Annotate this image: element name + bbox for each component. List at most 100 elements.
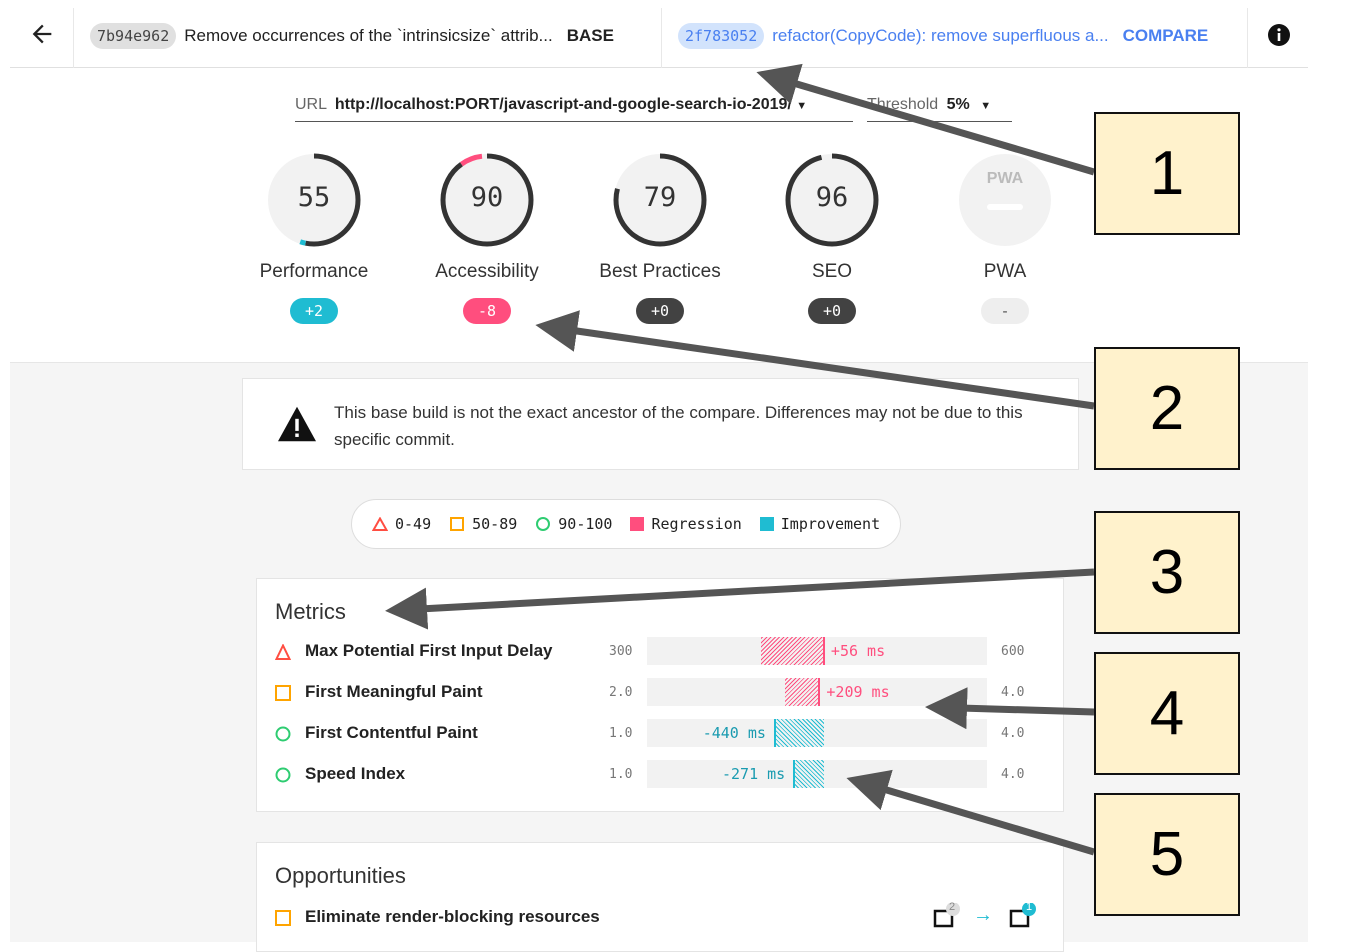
arrow-left-icon (32, 24, 52, 44)
gauge-label: Best Practices (599, 261, 721, 282)
gauge-ring (613, 153, 707, 247)
metric-track: +56 ms (647, 637, 987, 665)
metric-name: Speed Index (305, 764, 406, 783)
annotation-box: 5 (1094, 793, 1240, 916)
metric-track: -271 ms (647, 760, 987, 788)
gauge-score: 96 (815, 182, 849, 213)
divider (1247, 8, 1248, 68)
legend-pass: 90-100 (535, 515, 612, 533)
divider (661, 8, 662, 68)
legend-average: 50-89 (449, 515, 517, 533)
metric-delta: -440 ms (702, 724, 766, 742)
circle-icon (536, 517, 551, 531)
arrow-right-icon: → (973, 904, 993, 926)
metric-name: Max Potential First Input Delay (305, 641, 553, 660)
delta-bar (773, 719, 824, 747)
back-button[interactable] (28, 20, 56, 48)
score-delta-badge: - (981, 298, 1029, 324)
gauge-seo[interactable]: 96 (784, 152, 880, 248)
range-max: 4.0 (1001, 726, 1025, 741)
metric-row[interactable]: Speed Index 1.0 -271 ms 4.0 (257, 760, 1065, 790)
compare-message: refactor(CopyCode): remove superfluous a… (772, 26, 1109, 45)
range-min: 300 (609, 644, 633, 659)
gauge-ring (785, 153, 879, 247)
warning-text: This base build is not the exact ancesto… (334, 403, 1023, 449)
metric-delta: +209 ms (826, 683, 890, 701)
arrow-4 (925, 687, 1095, 730)
score-delta-badge: +0 (636, 298, 684, 324)
gauge-score: 79 (643, 182, 677, 213)
warning-banner: This base build is not the exact ancesto… (242, 378, 1079, 470)
range-max: 600 (1001, 644, 1025, 659)
threshold-value: 5% (946, 96, 970, 113)
url-select[interactable]: URL http://localhost:PORT/javascript-and… (295, 96, 853, 122)
range-max: 4.0 (1001, 685, 1025, 700)
base-build[interactable]: 7b94e962 Remove occurrences of the `intr… (90, 23, 614, 49)
metric-name: First Meaningful Paint (305, 682, 483, 701)
legend-fail: 0-49 (372, 515, 431, 533)
gauge-score: 90 (470, 182, 504, 213)
divider (73, 8, 74, 68)
square-icon (275, 910, 291, 926)
url-value: http://localhost:PORT/javascript-and-goo… (334, 96, 792, 113)
url-label: URL (295, 96, 327, 113)
warning-icon (278, 406, 316, 442)
compare-hash: 2f783052 (678, 23, 765, 49)
opportunity-row[interactable]: Eliminate render-blocking resources 2 → … (257, 901, 1065, 933)
compare-build[interactable]: 2f783052 refactor(CopyCode): remove supe… (678, 23, 1208, 49)
arrow-1 (756, 63, 1095, 176)
chevron-down-icon: ▼ (796, 100, 808, 112)
arrow-5 (846, 769, 1096, 856)
opportunities-title: Opportunities (275, 863, 406, 888)
score-delta-badge: +0 (808, 298, 856, 324)
legend: 0-49 50-89 90-100 Regression Improvement (351, 499, 902, 549)
gauge-label: Performance (259, 261, 369, 282)
metric-delta: -271 ms (721, 765, 786, 783)
gauge-pwa[interactable]: PWA (957, 152, 1053, 248)
metric-row[interactable]: Max Potential First Input Delay 300 +56 … (257, 637, 1065, 667)
opportunity-name: Eliminate render-blocking resources (305, 907, 600, 926)
resource-icon (1009, 902, 1036, 928)
compare-count: 1 (1009, 901, 1039, 931)
info-button[interactable] (1267, 23, 1291, 52)
square-icon (450, 517, 465, 531)
pwa-logo: PWA (986, 170, 1024, 187)
metric-name: First Contentful Paint (305, 723, 478, 742)
gauge-ring (959, 154, 1051, 246)
delta-bar (793, 760, 824, 788)
range-min: 1.0 (609, 726, 633, 741)
legend-regression: Regression (630, 515, 742, 533)
annotation-box: 3 (1094, 511, 1240, 634)
score-delta-badge: +2 (290, 298, 338, 324)
circle-icon (275, 726, 291, 742)
gauge-ring (440, 153, 534, 247)
legend-improvement: Improvement (759, 515, 880, 533)
info-icon (1268, 24, 1290, 46)
delta-bar (761, 637, 825, 665)
gauge-accessibility[interactable]: 90 (439, 152, 535, 248)
gauge-label: Accessibility (435, 261, 539, 282)
gauge-performance[interactable]: 55 (266, 152, 362, 248)
delta-bar (784, 678, 821, 706)
metric-delta: +56 ms (830, 642, 886, 660)
gauge-label: PWA (983, 261, 1027, 282)
base-message: Remove occurrences of the `intrinsicsize… (184, 26, 553, 45)
triangle-icon (275, 644, 291, 660)
range-min: 1.0 (609, 767, 633, 782)
annotation-box: 2 (1094, 347, 1240, 470)
arrow-2 (535, 310, 1095, 410)
header: 7b94e962 Remove occurrences of the `intr… (10, 0, 1308, 68)
base-label: BASE (566, 26, 614, 45)
gauge-score: 55 (297, 182, 331, 213)
compare-label: COMPARE (1122, 26, 1209, 45)
opportunities-card: Opportunities Eliminate render-blocking … (256, 842, 1064, 952)
square-icon (275, 685, 291, 701)
range-max: 4.0 (1001, 767, 1025, 782)
base-count: 2 (933, 901, 963, 931)
gauge-best-practices[interactable]: 79 (612, 152, 708, 248)
annotation-box: 4 (1094, 652, 1240, 775)
metrics-title: Metrics (275, 599, 346, 624)
gauge-label: SEO (811, 261, 853, 282)
triangle-icon (372, 517, 388, 531)
